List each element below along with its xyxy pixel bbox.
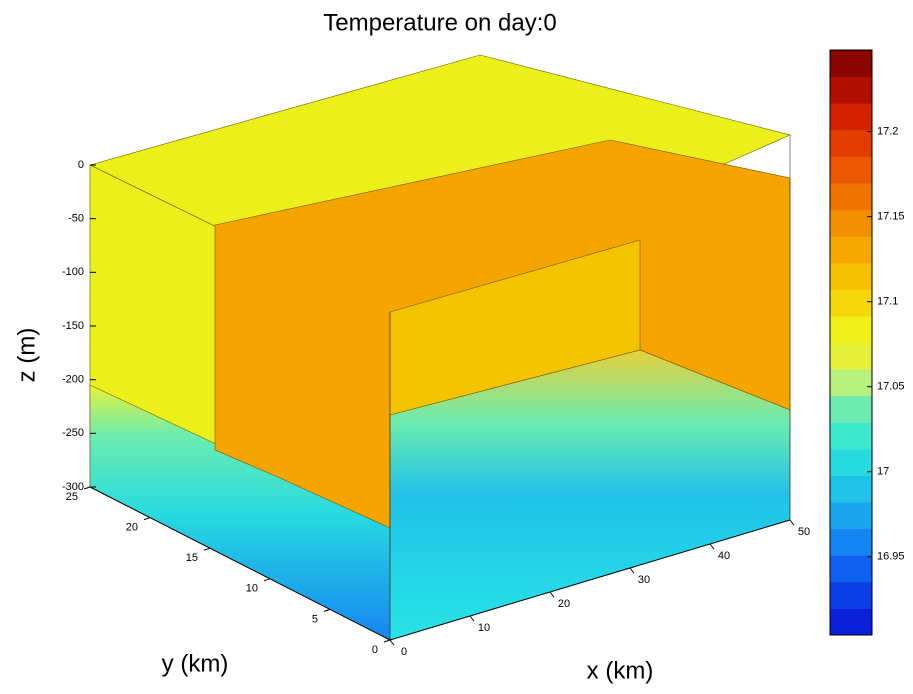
x-axis-label: x (km): [587, 657, 654, 684]
x-tick-label: 30: [638, 574, 650, 586]
x-tick: [469, 615, 475, 622]
colorbar-band: [830, 581, 872, 609]
colorbar-band: [830, 289, 872, 317]
colorbar-band: [830, 502, 872, 530]
colorbar-tick-label: 17: [877, 466, 889, 478]
colorbar-band: [830, 315, 872, 343]
colorbar-band: [830, 209, 872, 237]
x-tick-label: 0: [401, 646, 407, 658]
colorbar-band: [830, 608, 872, 636]
colorbar-tick-label: 17.2: [877, 126, 898, 138]
z-tick-label: -300: [62, 481, 84, 493]
z-axis-label: z (m): [13, 328, 40, 383]
z-tick-label: 0: [78, 159, 84, 171]
y-axis: [89, 486, 391, 641]
y-tick: [143, 517, 151, 521]
x-tick-label: 40: [718, 550, 730, 562]
x-tick: [629, 567, 635, 574]
x-tick: [709, 543, 715, 550]
colorbar-band: [830, 555, 872, 583]
colorbar-band: [830, 129, 872, 157]
colorbar-band: [830, 528, 872, 556]
colorbar-band: [830, 50, 872, 78]
colorbar-tick-label: 17.15: [877, 211, 905, 223]
z-tick-label: -150: [62, 320, 84, 332]
colorbar-band: [830, 76, 872, 104]
y-tick-label: 15: [186, 552, 198, 564]
z-tick-label: -200: [62, 374, 84, 386]
z-tick-label: -50: [68, 213, 84, 225]
x-tick: [549, 591, 555, 598]
y-tick: [263, 578, 271, 582]
x-axis: [389, 519, 791, 641]
x-tick: [389, 639, 395, 646]
z-tick-label: -250: [62, 427, 84, 439]
y-tick-label: 5: [312, 613, 318, 625]
colorbar-band: [830, 182, 872, 211]
colorbar-band: [830, 262, 872, 290]
colorbar-band: [830, 103, 872, 131]
x-tick: [789, 519, 795, 526]
colorbar-band: [830, 236, 872, 264]
y-tick-label: 25: [66, 491, 78, 503]
colorbar-band: [830, 369, 872, 397]
chart-title: Temperature on day:0: [323, 9, 556, 36]
y-tick-label: 10: [246, 583, 258, 595]
volume: [89, 54, 791, 641]
colorbar-band: [830, 395, 872, 423]
y-tick-label: 20: [126, 522, 138, 534]
z-tick-label: -100: [62, 266, 84, 278]
y-tick: [203, 547, 211, 551]
y-tick-label: 0: [372, 644, 378, 656]
colorbar-band: [830, 422, 872, 450]
colorbar-tick-label: 16.95: [877, 551, 905, 563]
y-tick: [383, 639, 391, 643]
y-tick: [323, 608, 331, 612]
colorbar-tick-label: 17.1: [877, 296, 898, 308]
colorbar-band: [830, 342, 872, 370]
x-tick-label: 20: [558, 598, 570, 610]
x-tick-label: 50: [798, 526, 810, 538]
colorbar-band: [830, 156, 872, 184]
y-tick: [83, 486, 91, 490]
colorbar-tick-label: 17.05: [877, 381, 905, 393]
colorbar-frame: [829, 49, 873, 636]
y-axis-label: y (km): [162, 650, 229, 677]
colorbar-band: [830, 475, 872, 503]
x-tick-label: 10: [478, 622, 490, 634]
colorbar-band: [830, 448, 872, 476]
